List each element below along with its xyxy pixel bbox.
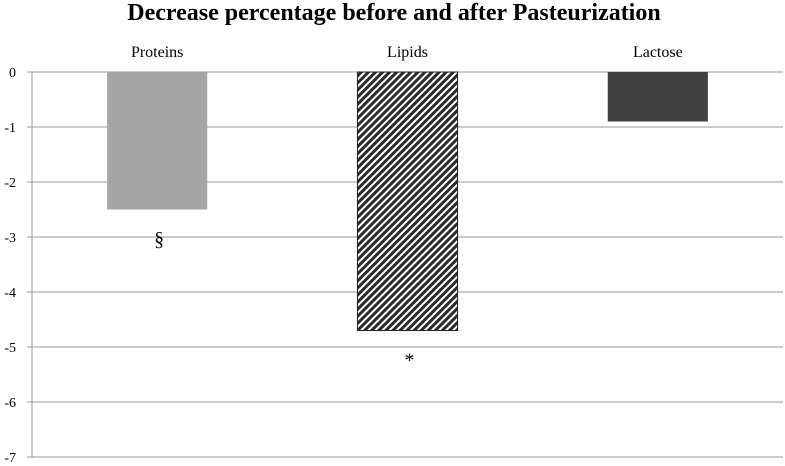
category-label: Proteins (131, 44, 183, 61)
category-label: Lipids (387, 44, 428, 61)
y-tick-label: -1 (4, 121, 16, 136)
significance-marker: § (154, 229, 164, 251)
y-tick-label: 0 (9, 66, 16, 81)
bar-lactose (607, 72, 708, 122)
y-tick-label: -6 (4, 396, 16, 411)
y-tick-label: -3 (4, 231, 16, 246)
y-tick-label: -5 (4, 341, 16, 356)
y-axis: 0 -1 -2 -3 -4 -5 -6 -7 (4, 66, 33, 466)
y-tick-label: -4 (4, 286, 16, 301)
bar-lipids (356, 71, 459, 331)
chart-title: Decrease percentage before and after Pas… (127, 0, 660, 26)
significance-marker: * (405, 350, 415, 372)
bar-annotations: §* (154, 229, 414, 372)
y-tick-label: -2 (4, 176, 16, 191)
bar-proteins (107, 72, 208, 210)
y-tick-label: -7 (4, 451, 16, 466)
category-label: Lactose (633, 44, 683, 61)
bars (107, 71, 708, 331)
category-labels: Proteins Lipids Lactose (131, 44, 683, 61)
